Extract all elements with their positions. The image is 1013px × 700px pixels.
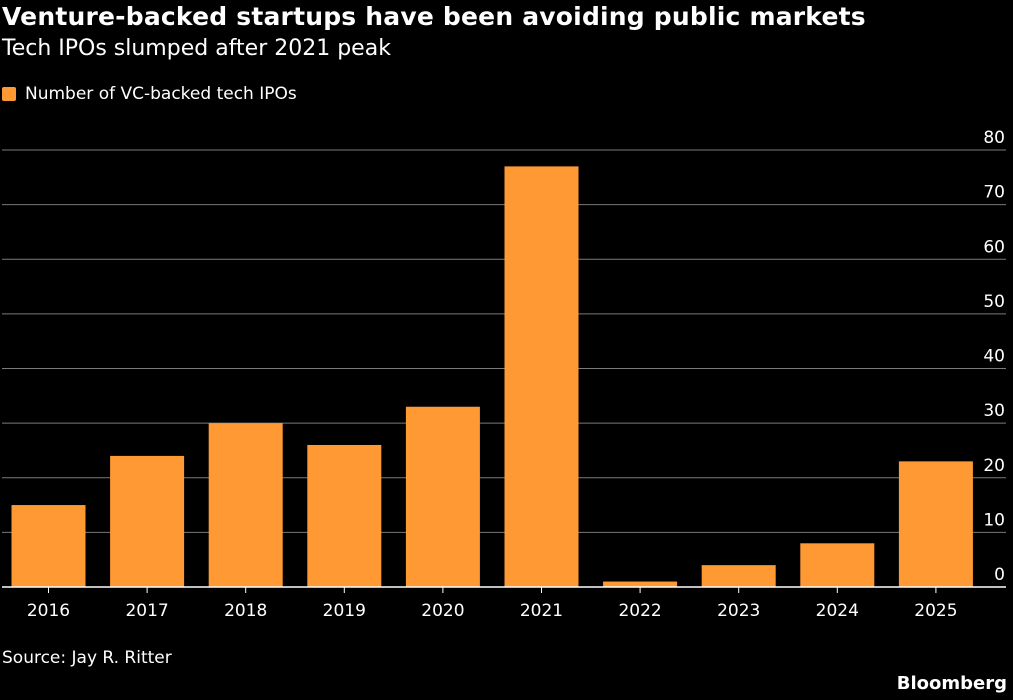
bar-2016: [11, 505, 86, 587]
y-tick-label: 40: [983, 347, 1005, 367]
bar-2021: [504, 166, 579, 587]
bar-2024: [800, 543, 875, 587]
gridlines: [2, 149, 1006, 533]
y-tick-label: 60: [983, 237, 1005, 257]
bars: [11, 166, 973, 587]
bar-2022: [603, 581, 678, 587]
bar-2025: [898, 461, 973, 587]
x-tick-label: 2018: [224, 601, 267, 621]
legend: Number of VC-backed tech IPOs: [2, 84, 297, 104]
y-tick-label: 80: [983, 128, 1005, 148]
y-tick-label: 10: [983, 510, 1005, 530]
bloomberg-logo: Bloomberg: [896, 673, 1007, 694]
chart-title: Venture-backed startups have been avoidi…: [2, 2, 866, 31]
bar-2023: [701, 565, 776, 587]
bar-2020: [405, 406, 480, 587]
x-tick-label: 2019: [323, 601, 366, 621]
x-tick-label: 2022: [618, 601, 661, 621]
legend-label: Number of VC-backed tech IPOs: [25, 84, 297, 104]
y-axis-tick-labels: 0 10 20 30 40 50 60 70 80: [983, 128, 1005, 585]
y-tick-label: 0: [994, 565, 1005, 585]
x-axis: 2016 2017 2018 2019 2020 2021 2022 2023 2024 2025: [2, 586, 1006, 621]
chart-subtitle: Tech IPOs slumped after 2021 peak: [2, 36, 391, 61]
x-tick-label: 2016: [27, 601, 70, 621]
x-tick-label: 2017: [125, 601, 168, 621]
y-tick-label: 20: [983, 456, 1005, 476]
x-tick-label: 2023: [717, 601, 760, 621]
x-tick-label: 2024: [816, 601, 859, 621]
x-tick-label: 2020: [421, 601, 464, 621]
bar-2018: [208, 423, 283, 587]
x-tick-label: 2021: [520, 601, 563, 621]
source-note: Source: Jay R. Ritter: [2, 648, 172, 668]
x-tick-label: 2025: [914, 601, 957, 621]
bar-2017: [110, 455, 185, 587]
y-tick-label: 50: [983, 292, 1005, 312]
bar-2019: [307, 444, 382, 587]
legend-swatch: [2, 87, 16, 101]
y-tick-label: 70: [983, 183, 1005, 203]
y-tick-label: 30: [983, 401, 1005, 421]
